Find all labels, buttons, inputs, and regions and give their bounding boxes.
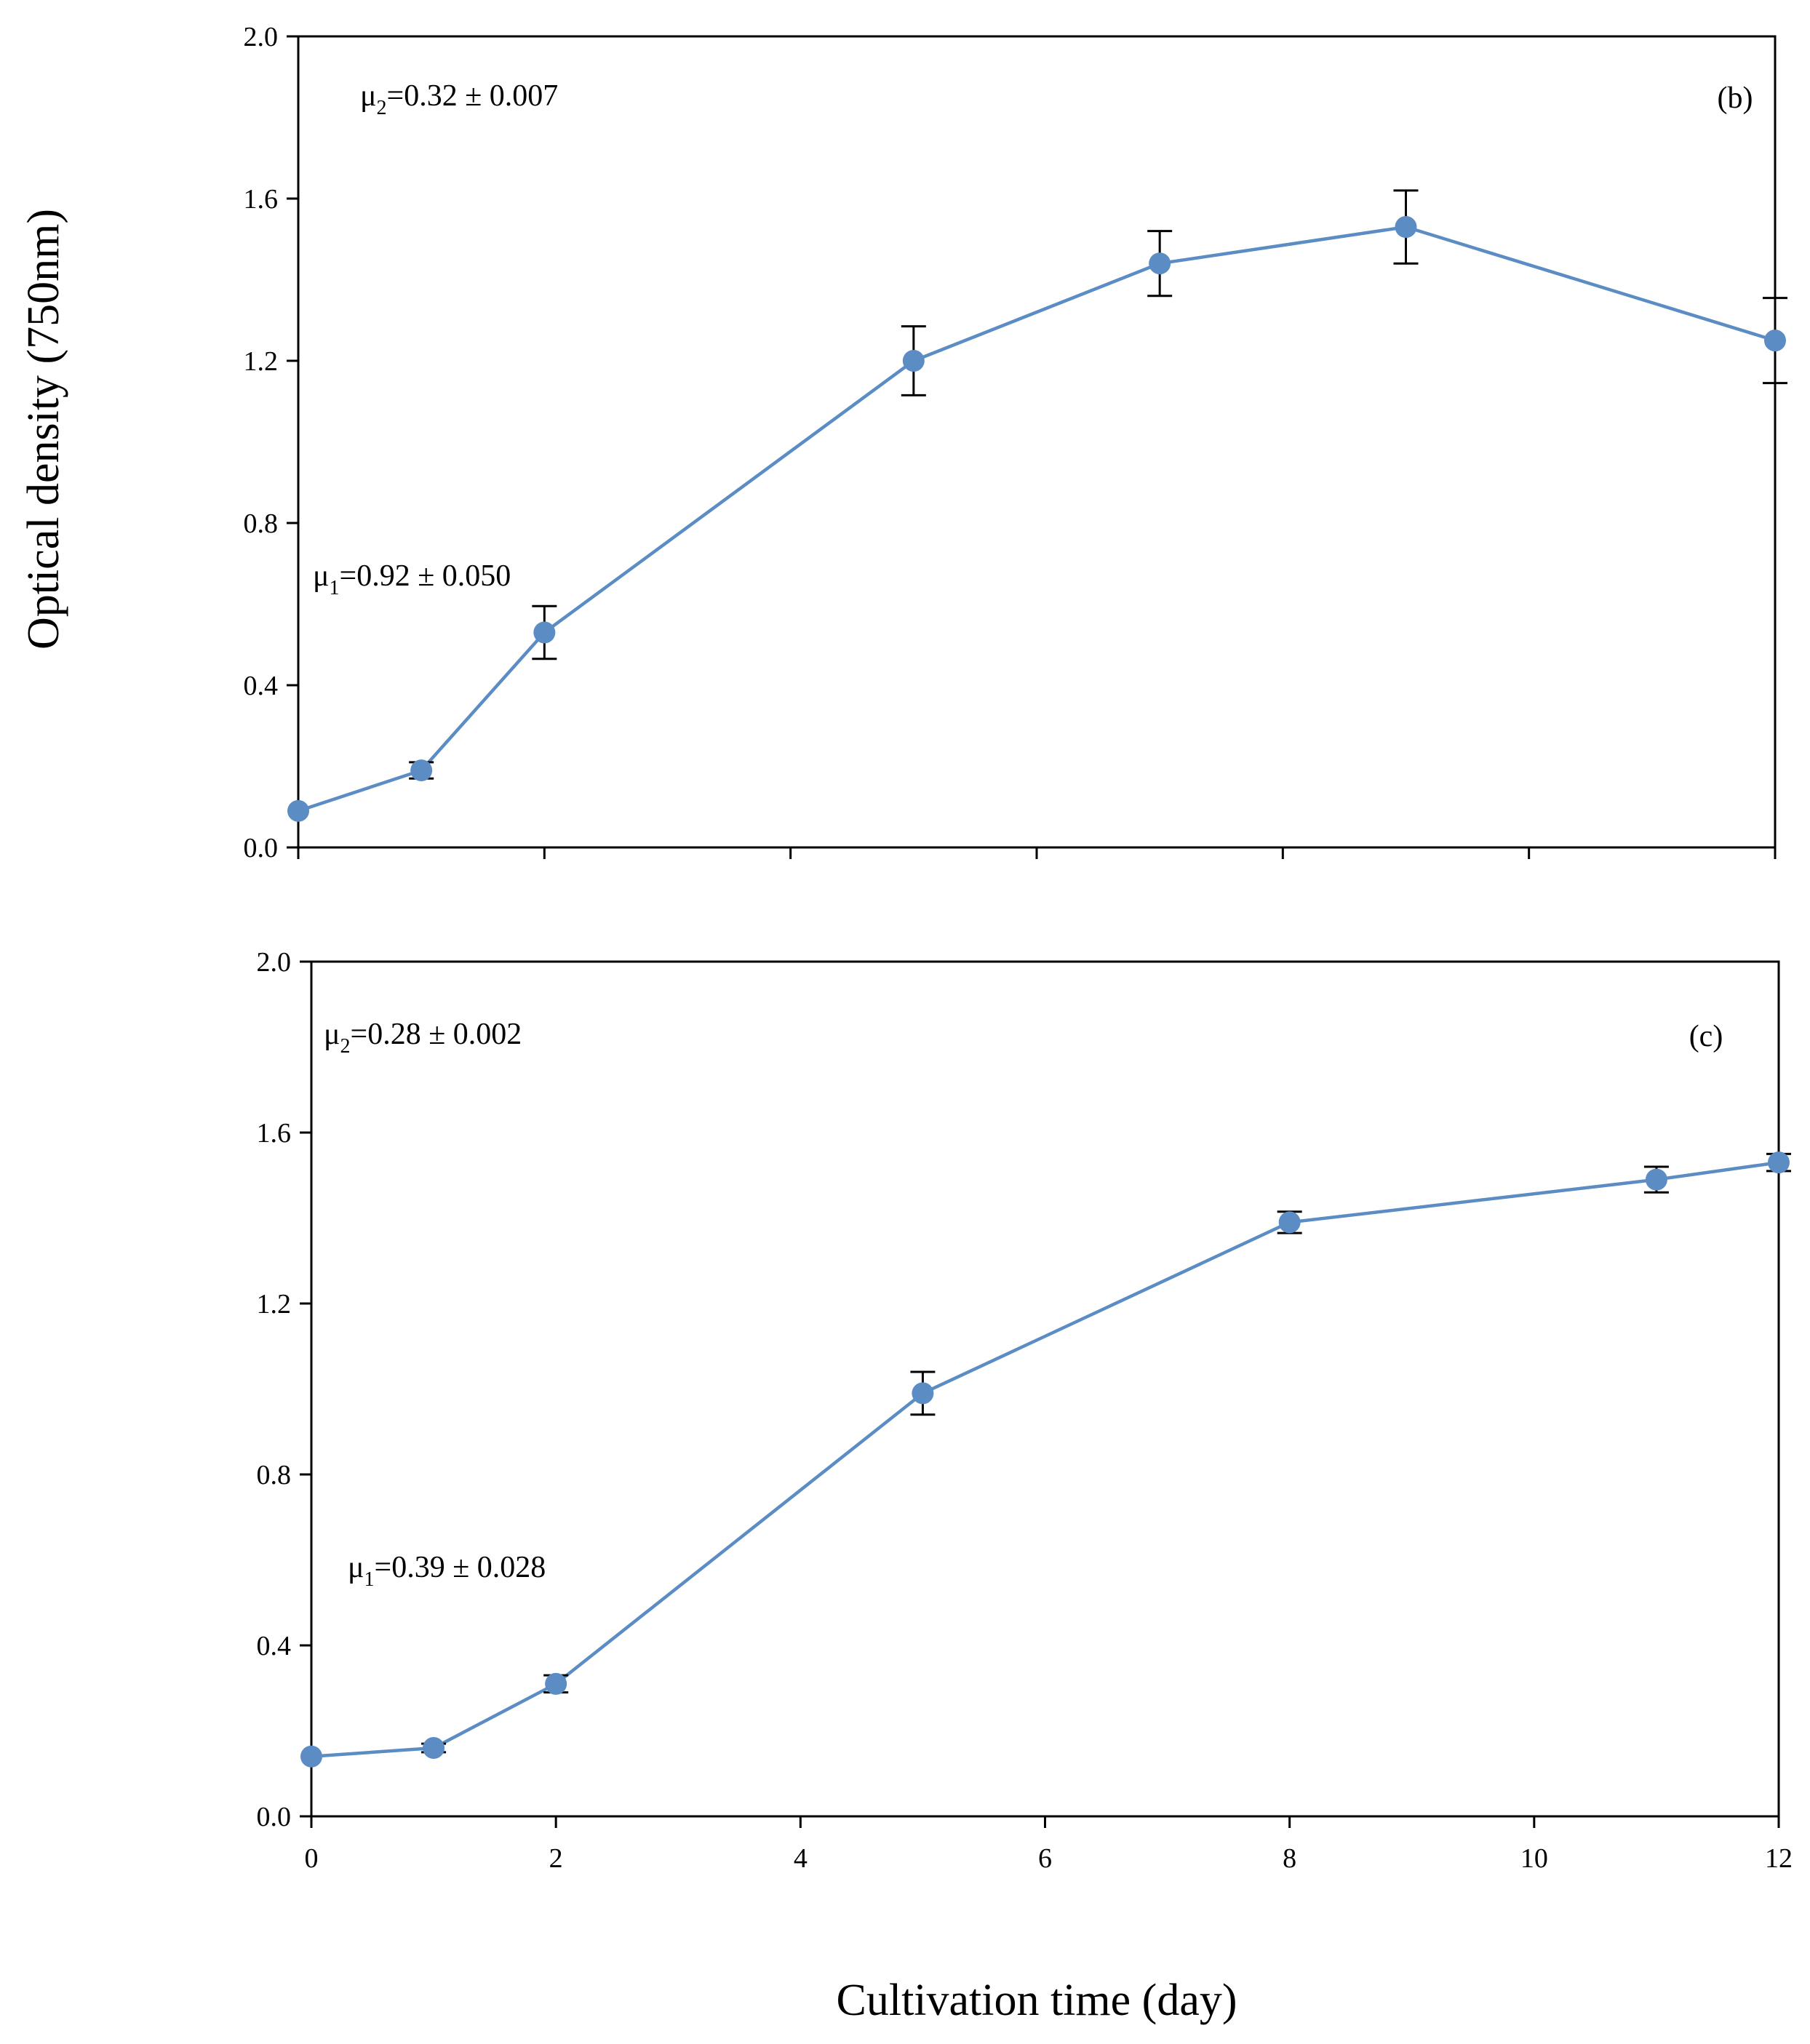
mu2-annotation: μ2=0.28 ± 0.002	[324, 1018, 522, 1058]
data-point	[912, 1382, 934, 1405]
data-point	[1768, 1151, 1790, 1174]
mu2-annotation: μ2=0.32 ± 0.007	[360, 79, 558, 119]
x-tick-label: 6	[1038, 1843, 1052, 1874]
data-point	[1395, 216, 1417, 239]
x-tick-label: 4	[794, 1843, 808, 1874]
y-tick-label: 1.6	[257, 1118, 292, 1149]
y-tick-label: 1.2	[244, 346, 279, 377]
data-point	[1764, 330, 1786, 352]
y-tick-label: 0.8	[244, 508, 279, 539]
x-tick-label: 10	[1520, 1843, 1548, 1874]
y-tick-label: 0.0	[244, 833, 279, 863]
panel-b: 0.0 0.4 0.8 1.2 1.6 2.0 μ2=0.32 ± 0.007 μ1=0.92…	[244, 22, 1787, 863]
y-tick-label: 2.0	[257, 947, 292, 978]
x-tick-label: 0	[305, 1843, 319, 1874]
y-tick-label: 0.0	[257, 1802, 292, 1832]
x-tick-label: 8	[1283, 1843, 1296, 1874]
data-point	[410, 759, 433, 782]
y-tick-label: 0.8	[257, 1460, 292, 1490]
y-tick-label: 1.6	[244, 184, 279, 215]
plot-frame	[297, 35, 1777, 849]
data-point	[1149, 252, 1171, 275]
panel-c: 0.0 0.4 0.8 1.2 1.6 2.0 0 2 4 6 8 10 12 μ2=0.28 ± 0.0…	[257, 947, 1793, 1874]
series-line	[311, 1160, 1779, 1758]
y-tick-label: 2.0	[244, 22, 279, 52]
data-point	[300, 1745, 322, 1768]
series-line	[298, 225, 1776, 813]
plot-frame	[310, 960, 1780, 1818]
data-point	[545, 1672, 567, 1695]
x-axis-title: Cultivation time (day)	[836, 1976, 1237, 2025]
data-point	[533, 621, 556, 644]
y-tick-label: 1.2	[257, 1289, 292, 1320]
data-point	[1278, 1211, 1301, 1234]
panel-label: (c)	[1689, 1020, 1723, 1053]
y-tick-label: 0.4	[257, 1631, 292, 1661]
data-point	[902, 350, 925, 372]
data-point	[1645, 1168, 1667, 1191]
mu1-annotation: μ1=0.92 ± 0.050	[313, 559, 511, 599]
data-point	[423, 1737, 445, 1759]
y-axis-title: Optical density (750nm)	[19, 209, 68, 650]
panel-label: (b)	[1718, 81, 1753, 115]
x-tick-label: 2	[549, 1843, 563, 1874]
mu1-annotation: μ1=0.39 ± 0.028	[348, 1551, 546, 1591]
x-tick-label: 12	[1765, 1843, 1793, 1874]
data-point	[287, 799, 309, 822]
y-tick-label: 0.4	[244, 671, 279, 701]
